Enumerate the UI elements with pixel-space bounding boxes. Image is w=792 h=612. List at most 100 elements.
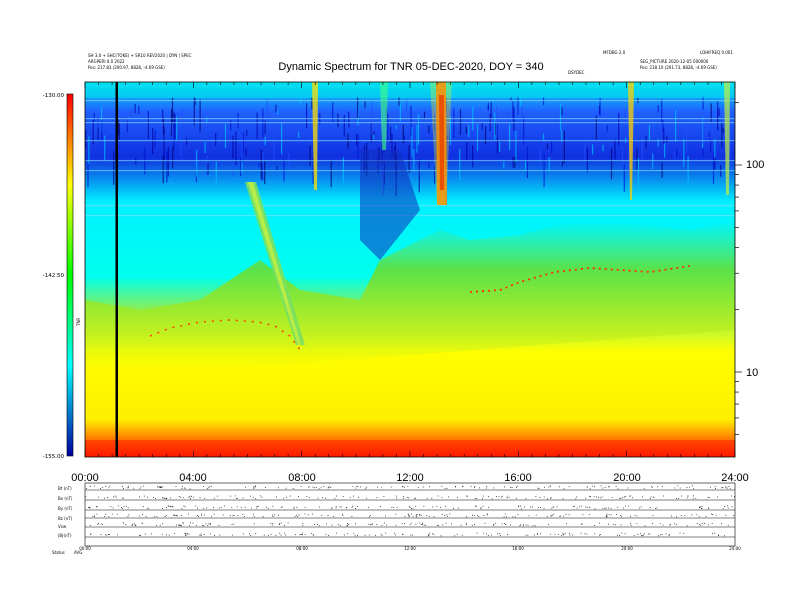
panel-trace-dot [630,516,631,517]
panel-trace-dot [142,522,143,524]
panel-trace-dot [376,497,378,498]
panel-trace-dot [725,514,727,516]
panel-trace-dot [649,507,651,508]
panel-trace-dot [402,533,403,535]
spectrogram-texture [400,113,402,130]
panel-trace-dot [491,534,492,536]
panel-trace-dot [520,524,521,526]
spectrogram-texture [403,135,405,143]
panel-trace-dot [242,497,244,499]
spectrogram-texture [93,113,95,121]
spectrogram-texture [241,162,243,174]
panel-trace-dot [668,535,670,536]
header-meta-left-3: Pos: 217.83 (200.97, 8828, -4.69 GSE) [88,65,165,70]
spectrogram-texture [708,132,710,138]
panel-trace-dot [520,505,521,507]
spectrogram-texture [85,130,87,148]
spectrogram-band [85,160,735,162]
spectrogram-texture [174,114,176,139]
header-meta-right-1: MFDBG 2.0 [603,50,626,55]
panel-trace-dot [643,533,645,535]
panel-trace-dot [230,495,231,497]
panel-trace-dot [236,506,238,508]
spectrogram-texture [712,151,715,184]
panel-trace-dot [487,513,488,515]
panel-trace-dot [355,523,356,525]
panel-trace-dot [236,497,238,499]
panel-trace-dot [447,515,448,517]
panel-trace-dot [385,515,386,517]
spectrogram-texture [408,145,410,173]
panel-trace-dot [278,514,279,516]
panel-trace-dot [143,495,145,497]
panel-trace-dot [411,513,412,515]
panel-trace-dot [256,506,258,507]
panel-trace-dot [505,524,507,525]
panel-trace-dot [475,505,476,507]
panel-trace-dot [412,534,413,536]
panel-trace-dot [122,522,124,524]
panel-trace-dot [279,524,280,525]
panel-trace-dot [580,532,582,534]
panel-trace-dot [436,505,438,507]
panel-trace-dot [232,515,234,517]
panel-trace-dot [657,486,658,488]
spectrogram-texture [249,129,251,136]
mini-x-tick: 00:00 [79,546,91,551]
spectrogram [85,82,735,457]
panel-trace-dot [589,488,591,490]
panel-trace-dot [419,514,421,516]
panel-trace-dot [250,495,251,497]
panel-trace-dot [727,507,729,509]
panel-trace-dot [184,506,186,508]
spectrogram-texture [154,130,156,148]
spectrogram-texture [364,100,366,108]
panel-trace-dot [122,486,123,487]
panel-trace-dot [491,498,493,500]
panel-trace-dot [218,507,220,509]
panel-trace-dot [190,498,191,500]
panel-trace-dot [357,496,359,498]
panel-trace-dot [147,508,148,510]
panel-trace-dot [699,524,701,525]
panel-trace-dot [606,513,608,515]
panel-trace-dot [623,496,625,498]
panel-trace-dot [416,514,418,515]
panel-trace-dot [423,506,425,507]
mini-x-tick: 24:00 [729,546,741,551]
panel-trace-dot [562,498,564,500]
spectrogram-texture [399,103,401,122]
spectrogram-texture [196,149,198,177]
panel-trace-dot [622,507,624,509]
panel-trace-dot [586,486,588,488]
spectrogram-texture [167,147,169,177]
spectrogram-texture [256,112,258,139]
panel-trace-dot [410,534,412,536]
panel-trace-dot [270,534,272,535]
panel-trace-dot [408,516,410,518]
panel-trace-dot [493,487,495,489]
panel-trace-dot [537,507,539,508]
panel-trace-dot [257,506,259,508]
panel-trace-dot [188,495,190,497]
panel-trace-dot [615,524,616,526]
spectrogram-texture [514,156,516,168]
spectrogram-texture [446,135,448,144]
spectrogram-texture [207,163,209,175]
panel-footer-value: AVG [74,550,82,555]
spectrogram-texture [641,131,643,160]
panel-trace-dot [426,497,428,499]
panel-label-b: |B|(nT) [58,533,72,538]
panel-trace-dot [628,505,630,507]
panel-trace-dot [620,524,622,526]
panel-trace-dot [360,486,361,488]
panel-trace-dot [142,506,144,507]
panel-trace-dot [170,497,171,499]
spectrogram-texture [224,123,227,149]
panel-trace-dot [564,533,566,535]
panel-trace-dot [680,515,682,516]
panel-trace-dot [318,488,320,490]
panel-trace-dot [712,533,713,535]
panel-trace-dot [108,516,110,518]
mini-x-tick: 16:00 [512,546,524,551]
